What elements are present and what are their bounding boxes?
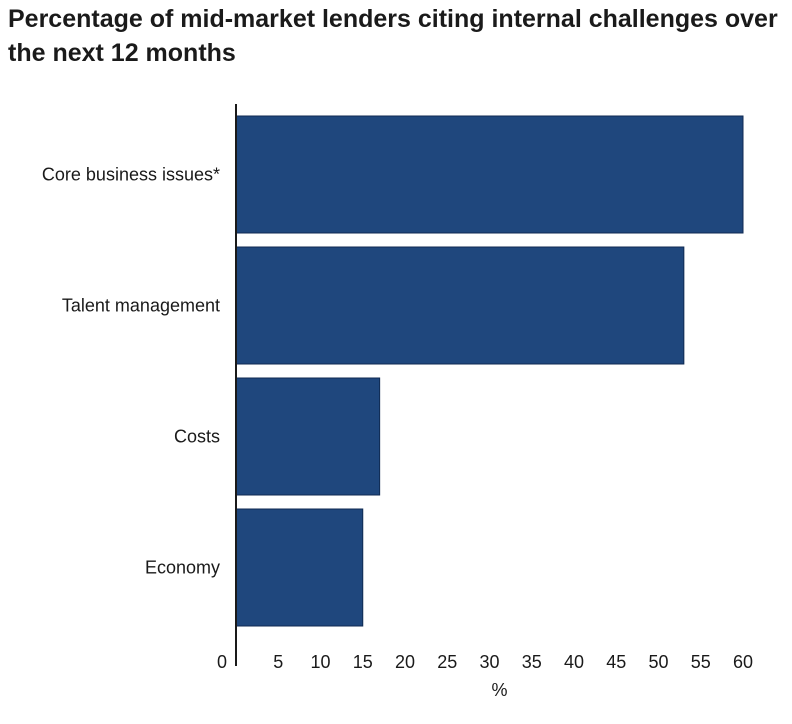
x-tick-labels: 0 5 10 15 20 25 30 35 40 45 50 55 60 — [217, 652, 753, 672]
x-tick-label: 55 — [691, 652, 711, 672]
x-tick-label: 30 — [479, 652, 499, 672]
x-tick-label: 10 — [310, 652, 330, 672]
x-tick-label: 60 — [733, 652, 753, 672]
x-axis-label: % — [491, 680, 507, 700]
category-label: Economy — [145, 558, 220, 578]
bar — [235, 115, 744, 234]
category-label: Costs — [174, 427, 220, 447]
x-tick-label: 35 — [522, 652, 542, 672]
x-tick-label: 40 — [564, 652, 584, 672]
x-tick-label: 20 — [395, 652, 415, 672]
bar — [235, 246, 685, 365]
chart-title: Percentage of mid-market lenders citing … — [8, 5, 778, 67]
category-label: Core business issues* — [42, 165, 220, 185]
x-tick-label: 0 — [217, 652, 227, 672]
bar — [235, 377, 381, 496]
x-tick-label: 45 — [606, 652, 626, 672]
x-tick-label: 25 — [437, 652, 457, 672]
x-tick-label: 15 — [353, 652, 373, 672]
bar — [235, 508, 364, 627]
bars-layer — [235, 115, 744, 627]
category-labels: Core business issues* Talent management Co… — [42, 165, 220, 578]
x-tick-label: 5 — [273, 652, 283, 672]
x-tick-label: 50 — [648, 652, 668, 672]
category-label: Talent management — [62, 296, 220, 316]
